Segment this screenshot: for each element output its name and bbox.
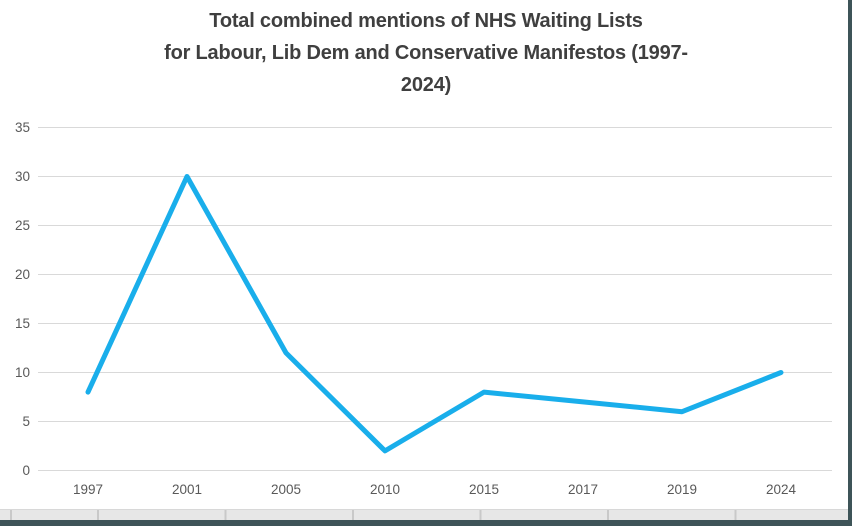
y-axis-tick-label: 20	[15, 267, 30, 282]
x-axis-tick-label: 1997	[73, 482, 103, 497]
y-axis-tick-label: 0	[22, 463, 30, 478]
chart-title: Total combined mentions of NHS Waiting L…	[0, 5, 852, 101]
x-axis-tick-label: 2005	[271, 482, 301, 497]
x-axis-tick-label: 2010	[370, 482, 400, 497]
window-border-bottom	[0, 520, 852, 526]
y-axis-tick-label: 15	[15, 316, 30, 331]
chart-title-line: 2024)	[400, 74, 452, 96]
y-axis-tick-label: 10	[15, 365, 30, 380]
x-axis-tick-label: 2024	[766, 482, 797, 497]
y-axis-tick-label: 30	[15, 169, 30, 184]
chart-title-line: Total combined mentions of NHS Waiting L…	[209, 10, 643, 32]
chart-title-line: for Labour, Lib Dem and Conservative Man…	[164, 42, 688, 64]
x-axis-tick-label: 2017	[568, 482, 598, 497]
x-axis-tick-label: 2001	[172, 482, 202, 497]
y-axis-tick-label: 5	[22, 414, 30, 429]
y-axis-tick-label: 35	[15, 120, 30, 135]
window-border-right	[848, 0, 852, 526]
data-series-line	[85, 174, 784, 454]
spreadsheet-row-strip	[0, 509, 852, 520]
x-axis-tick-label: 2019	[667, 482, 697, 497]
y-axis-tick-label: 25	[15, 218, 30, 233]
x-axis-tick-label: 2015	[469, 482, 499, 497]
